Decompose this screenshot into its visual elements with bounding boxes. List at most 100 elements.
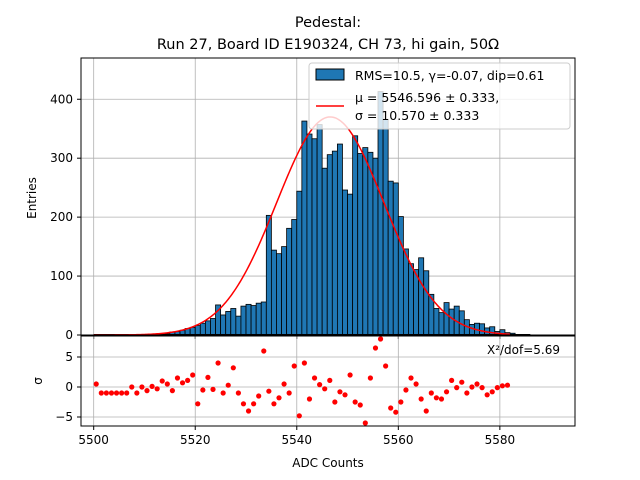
- histogram-bar: [336, 143, 343, 336]
- residual-point: [449, 377, 455, 383]
- residual-point: [342, 392, 348, 398]
- residual-point: [327, 377, 333, 383]
- residual-point: [245, 408, 252, 414]
- y-axis-label-entries: Entries: [25, 177, 39, 219]
- residual-point: [484, 392, 490, 398]
- x-tick-label: 5580: [485, 433, 516, 447]
- chart-title-line1: Pedestal:: [295, 15, 361, 31]
- histogram-bar: [265, 214, 272, 336]
- residual-point: [413, 381, 419, 387]
- residual-point: [256, 393, 262, 399]
- histogram-bar: [387, 180, 394, 336]
- histogram-bar: [326, 154, 333, 336]
- legend-hist-swatch: [315, 68, 345, 81]
- residual-point: [322, 386, 328, 392]
- residual-point: [352, 399, 358, 405]
- histogram-bar: [489, 326, 496, 336]
- legend-fit-label-mu: μ = 5546.596 ± 0.333,: [355, 90, 499, 105]
- residual-point: [479, 385, 485, 391]
- histogram-bar: [286, 227, 293, 336]
- residual-point: [357, 402, 363, 408]
- histogram-bar: [220, 314, 227, 336]
- histogram-bar: [331, 150, 338, 336]
- x-axis-label: ADC Counts: [292, 456, 364, 470]
- histogram-axes-frame: [80, 57, 576, 336]
- histogram-bar: [199, 322, 206, 336]
- residual-point: [179, 380, 186, 386]
- residual-point: [433, 395, 439, 401]
- histogram-bar: [382, 118, 389, 336]
- y-tick-label: −5: [55, 410, 73, 424]
- chi2-annotation: X²/dof=5.69: [487, 343, 560, 357]
- histogram-bar: [311, 138, 318, 336]
- residual-point: [276, 395, 282, 401]
- residual-point: [185, 377, 191, 383]
- residual-point: [144, 388, 150, 394]
- residual-point: [362, 420, 368, 426]
- histogram-bar: [357, 153, 364, 336]
- residual-point: [489, 389, 495, 395]
- histogram-bar: [448, 308, 455, 336]
- residual-point: [337, 389, 343, 395]
- residual-point: [393, 409, 399, 415]
- residual-point: [119, 390, 125, 396]
- legend-hist-label: RMS=10.5, γ=-0.07, dip=0.61: [355, 68, 544, 83]
- histogram-bar: [408, 263, 414, 336]
- residual-point: [129, 384, 135, 390]
- gaussian-fit-curve: [93, 116, 511, 336]
- histogram-bar: [270, 249, 277, 336]
- histogram-bar: [362, 147, 369, 336]
- residual-point: [220, 390, 226, 396]
- residual-point: [423, 408, 429, 414]
- residual-point: [139, 384, 145, 390]
- histogram-bar: [291, 219, 298, 336]
- x-tick-label: 5500: [78, 433, 109, 447]
- residual-point: [215, 360, 221, 366]
- residual-point: [306, 396, 313, 402]
- residual-point: [408, 375, 414, 381]
- histogram-bar: [306, 133, 313, 336]
- histogram-bar: [245, 303, 252, 336]
- legend-fit-label-sigma: σ = 10.570 ± 0.333: [355, 108, 479, 123]
- histogram-bar: [367, 151, 374, 336]
- chart-title-line2: Run 27, Board ID E190324, CH 73, hi gain…: [157, 37, 499, 53]
- residual-point: [261, 348, 267, 354]
- residual-point: [271, 401, 277, 407]
- x-tick-label: 5540: [282, 433, 313, 447]
- residual-point: [301, 360, 307, 366]
- histogram-bar: [194, 325, 201, 336]
- y-tick-label: 400: [50, 92, 73, 106]
- histogram-bar: [433, 308, 440, 336]
- residual-point: [367, 375, 373, 381]
- histogram-bar: [418, 257, 425, 336]
- histogram-bar: [423, 270, 430, 336]
- y-tick-label: 0: [65, 380, 73, 394]
- residual-point: [464, 390, 470, 396]
- histogram-bar: [260, 301, 267, 336]
- residual-point: [200, 387, 206, 393]
- histogram-bar: [316, 124, 323, 336]
- residual-point: [205, 374, 211, 380]
- residual-point: [235, 390, 241, 396]
- histogram-bar: [230, 308, 237, 336]
- histogram-bar: [342, 189, 348, 336]
- residual-point: [347, 372, 353, 378]
- histogram-bar: [443, 302, 450, 336]
- y-tick-label: 100: [50, 269, 73, 283]
- residual-point: [372, 345, 379, 351]
- y-tick-label: 300: [50, 151, 73, 165]
- residual-point: [210, 386, 216, 392]
- residual-point: [174, 375, 181, 381]
- histogram-bar: [296, 190, 303, 336]
- histogram-bar: [321, 167, 328, 336]
- residual-point: [240, 401, 247, 407]
- legend: RMS=10.5, γ=-0.07, dip=0.61 μ = 5546.596…: [308, 62, 571, 130]
- residual-point: [494, 385, 500, 391]
- residual-point: [428, 390, 434, 396]
- histogram-bar: [281, 246, 288, 336]
- residual-point: [454, 385, 460, 391]
- histogram-bar: [413, 269, 420, 336]
- residual-point: [281, 381, 287, 387]
- residual-point: [98, 390, 104, 396]
